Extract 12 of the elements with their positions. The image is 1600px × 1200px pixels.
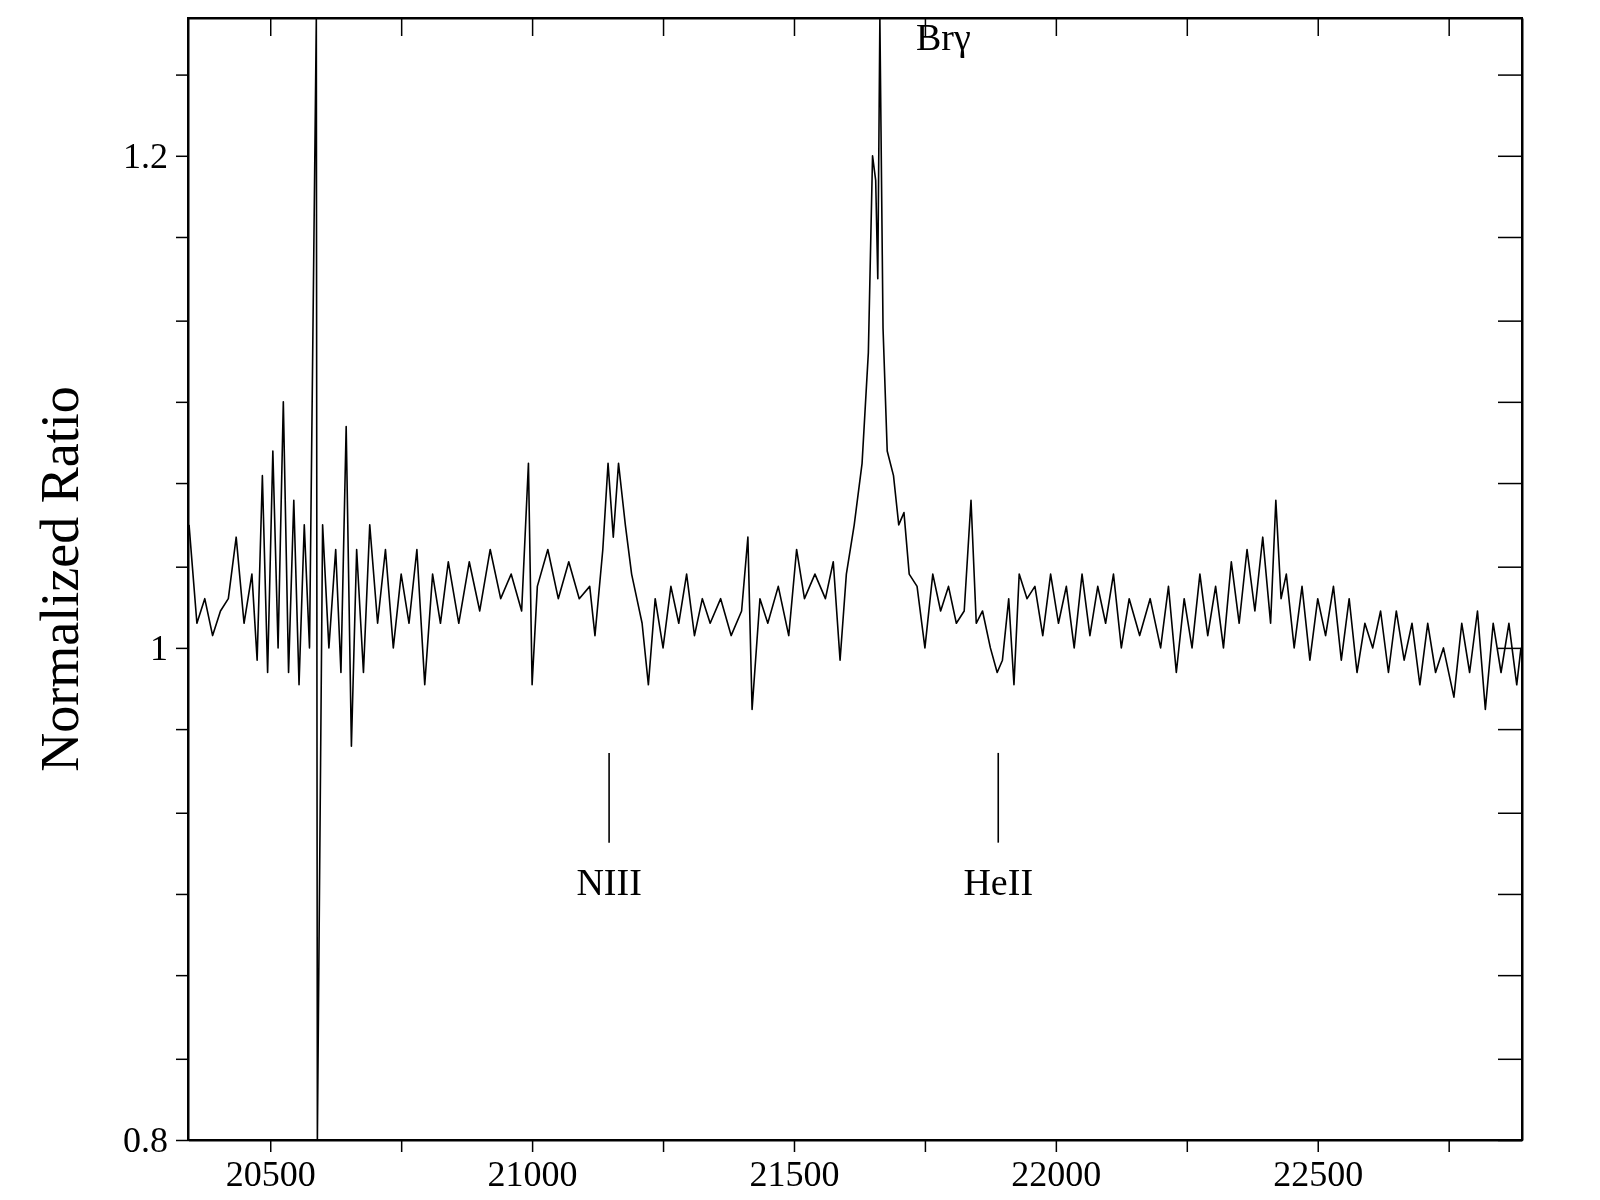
- y-tick-label: 1: [150, 627, 168, 668]
- ref-line-label: HeII: [963, 861, 1034, 904]
- y-tick-label: 0.8: [123, 1120, 168, 1161]
- x-tick-label: 21000: [487, 1153, 578, 1194]
- y-axis-title: Normalized Ratio: [30, 386, 90, 772]
- x-tick-label: 20500: [225, 1153, 316, 1194]
- x-tick-label: 22500: [1273, 1153, 1364, 1194]
- x-tick-label: 21500: [749, 1153, 840, 1194]
- annotation: Brγ: [915, 16, 971, 58]
- y-tick-label: 1.2: [123, 135, 168, 176]
- x-tick-label: 22000: [1011, 1153, 1102, 1194]
- ref-line-label: NIII: [576, 861, 642, 904]
